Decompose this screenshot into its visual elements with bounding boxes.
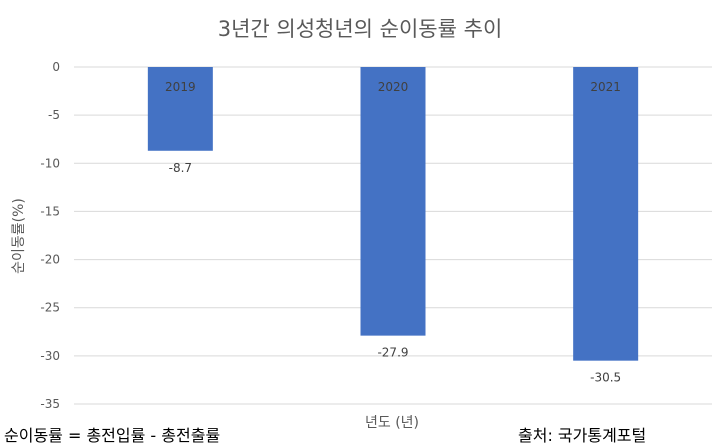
bar-2020 xyxy=(360,67,426,336)
source-note: 출처: 국가통계포털 xyxy=(518,426,646,445)
data-label: -30.5 xyxy=(590,371,621,385)
y-tick-label: -20 xyxy=(40,253,60,267)
formula-note: 순이동률 = 총전입률 - 총전출률 xyxy=(4,426,220,445)
category-label: 2020 xyxy=(378,80,409,94)
y-tick-label: -30 xyxy=(40,349,60,363)
category-label: 2021 xyxy=(590,80,621,94)
y-tick-label: -15 xyxy=(40,204,60,218)
chart-title: 3년간 의성청년의 순이동률 추이 xyxy=(218,17,503,41)
y-tick-label: -5 xyxy=(48,108,60,122)
y-axis-title: 순이동률(%) xyxy=(11,198,27,274)
y-tick-label: -10 xyxy=(40,156,60,170)
bar-2021 xyxy=(573,67,639,361)
y-tick-label: -25 xyxy=(40,301,60,315)
y-axis-tick-labels: 0 -5 -10 -15 -20 -25 -30 -35 xyxy=(40,60,60,411)
data-label: -8.7 xyxy=(169,161,192,175)
category-label: 2019 xyxy=(165,80,196,94)
data-label: -27.9 xyxy=(377,346,408,360)
y-tick-label: -35 xyxy=(40,397,60,411)
data-labels: -8.7 -27.9 -30.5 xyxy=(169,161,622,385)
category-labels: 2019 2020 2021 xyxy=(165,80,621,94)
y-tick-label: 0 xyxy=(52,60,60,74)
bar-2019 xyxy=(147,67,213,151)
x-axis-title: 년도 (년) xyxy=(365,415,419,431)
bars xyxy=(147,67,639,361)
